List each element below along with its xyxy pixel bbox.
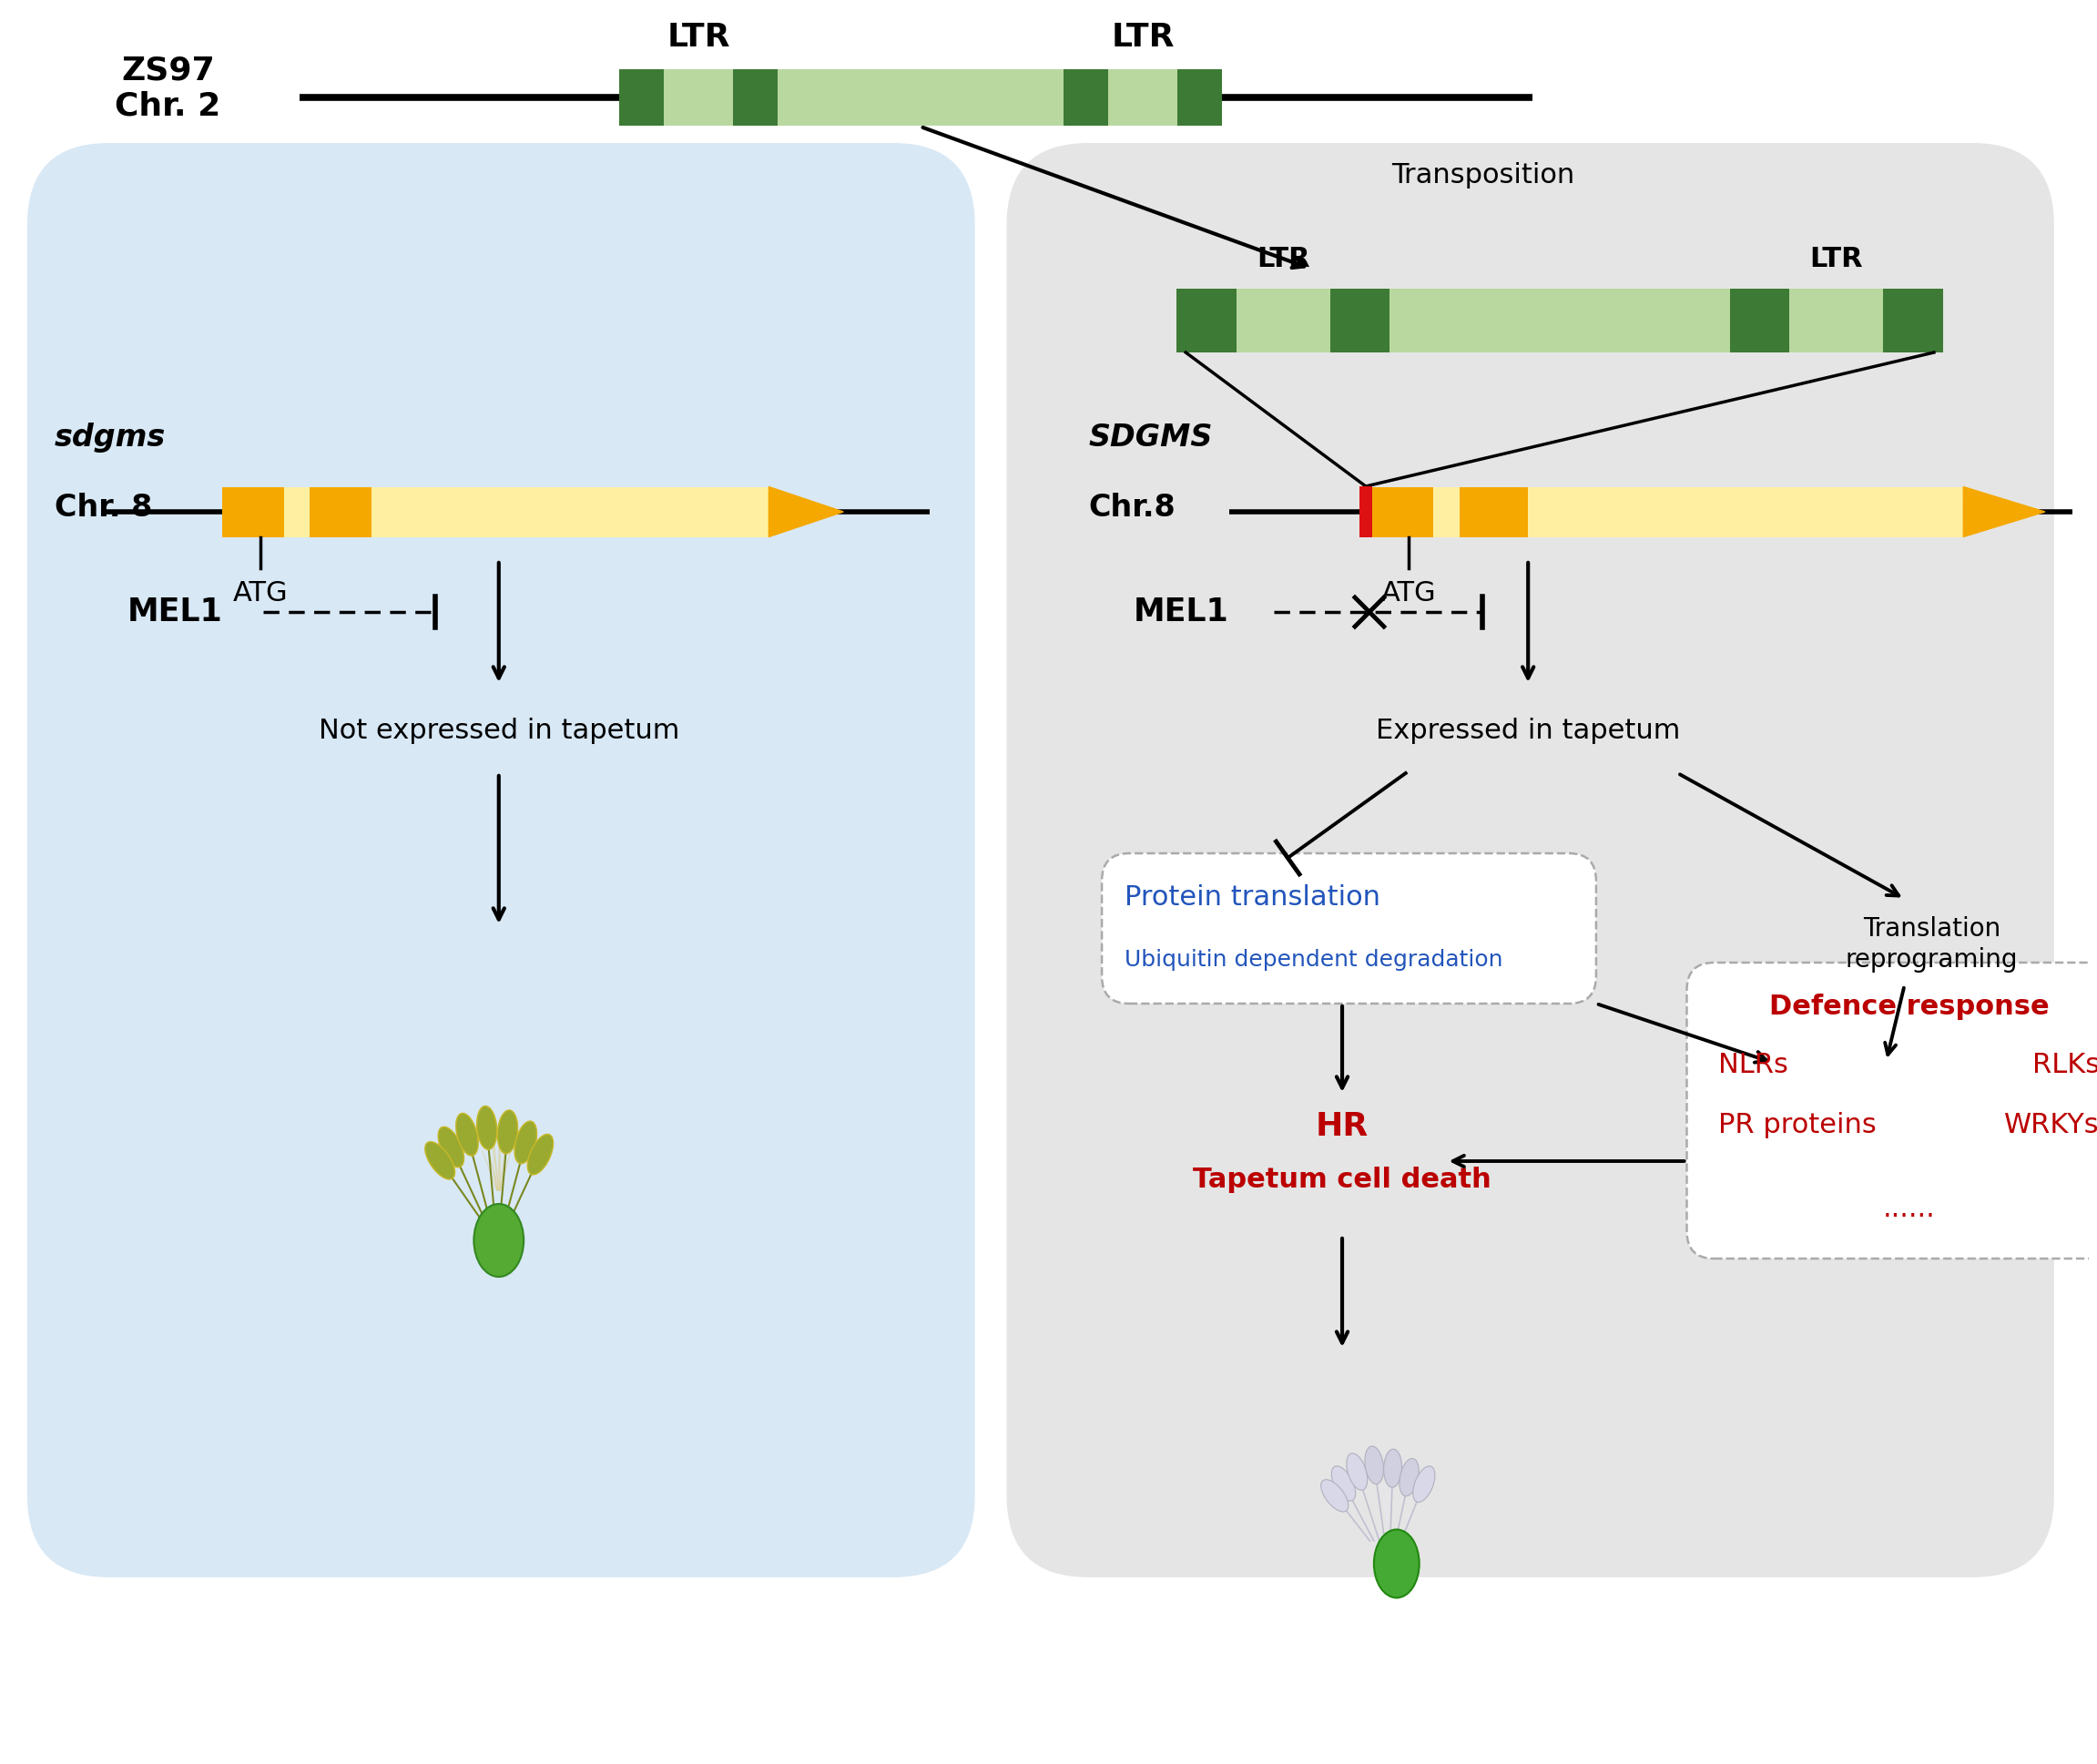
Ellipse shape <box>1365 1446 1384 1484</box>
Bar <box>1365 487 1432 536</box>
Text: Protein translation: Protein translation <box>1124 884 1380 910</box>
Text: ATG: ATG <box>1380 580 1436 607</box>
Ellipse shape <box>476 1106 497 1150</box>
Ellipse shape <box>1346 1454 1367 1491</box>
Text: LTR: LTR <box>1810 245 1862 272</box>
Bar <box>1063 69 1107 125</box>
Bar <box>734 69 778 125</box>
Text: Transposition: Transposition <box>1390 162 1575 189</box>
Bar <box>1179 69 1223 125</box>
Bar <box>1883 289 1944 353</box>
Ellipse shape <box>438 1127 463 1168</box>
Text: sdgms: sdgms <box>55 423 166 453</box>
Bar <box>222 487 770 536</box>
Ellipse shape <box>474 1203 524 1277</box>
Text: Translation
reprograming: Translation reprograming <box>1845 916 2017 974</box>
Text: PR proteins: PR proteins <box>1720 1111 1877 1138</box>
Bar <box>1730 289 1944 353</box>
Ellipse shape <box>514 1122 537 1164</box>
Ellipse shape <box>1384 1450 1403 1487</box>
Ellipse shape <box>1332 1466 1355 1501</box>
Ellipse shape <box>455 1113 478 1155</box>
Text: HR: HR <box>1315 1111 1369 1141</box>
Text: LTR: LTR <box>667 21 730 53</box>
Bar <box>1730 289 1789 353</box>
Ellipse shape <box>1374 1529 1420 1598</box>
Text: WRKYs: WRKYs <box>2005 1111 2097 1138</box>
FancyBboxPatch shape <box>1686 963 2097 1258</box>
Bar <box>222 487 285 536</box>
Text: ZS97
Chr. 2: ZS97 Chr. 2 <box>115 55 220 122</box>
Ellipse shape <box>426 1141 455 1180</box>
FancyBboxPatch shape <box>27 143 975 1577</box>
Text: LTR: LTR <box>1111 21 1174 53</box>
Text: NLRs: NLRs <box>1720 1051 1789 1078</box>
Bar <box>308 487 371 536</box>
Ellipse shape <box>1399 1459 1420 1496</box>
Ellipse shape <box>528 1134 554 1175</box>
Text: LTR: LTR <box>1256 245 1311 272</box>
Polygon shape <box>1963 487 2045 536</box>
Text: MEL1: MEL1 <box>1134 596 1229 628</box>
Bar <box>1359 487 1371 538</box>
Bar <box>1329 289 1390 353</box>
Text: Chr.8: Chr.8 <box>1088 492 1176 522</box>
Bar <box>619 69 778 125</box>
Polygon shape <box>770 487 843 536</box>
Text: Defence response: Defence response <box>1770 993 2049 1020</box>
Text: ATG: ATG <box>233 580 287 607</box>
Text: MEL1: MEL1 <box>128 596 222 628</box>
Bar <box>1359 289 1761 353</box>
Text: Tapetum cell death: Tapetum cell death <box>1193 1166 1491 1192</box>
Ellipse shape <box>497 1110 518 1154</box>
Text: Not expressed in tapetum: Not expressed in tapetum <box>319 718 679 744</box>
Bar <box>1460 487 1529 536</box>
Text: Expressed in tapetum: Expressed in tapetum <box>1376 718 1680 744</box>
Bar <box>1176 289 1390 353</box>
Bar <box>1365 487 1963 536</box>
FancyBboxPatch shape <box>1007 143 2055 1577</box>
FancyBboxPatch shape <box>1101 854 1596 1004</box>
Text: Chr. 8: Chr. 8 <box>55 492 153 522</box>
Bar <box>755 69 1086 125</box>
Text: RLKs: RLKs <box>2032 1051 2097 1078</box>
Bar <box>1063 69 1223 125</box>
Text: SDGMS: SDGMS <box>1088 423 1212 453</box>
Ellipse shape <box>1413 1466 1434 1503</box>
Bar <box>619 69 663 125</box>
Bar <box>1176 289 1237 353</box>
Ellipse shape <box>1321 1480 1348 1512</box>
Text: ......: ...... <box>1883 1196 1936 1222</box>
Text: Ubiquitin dependent degradation: Ubiquitin dependent degradation <box>1124 949 1504 970</box>
